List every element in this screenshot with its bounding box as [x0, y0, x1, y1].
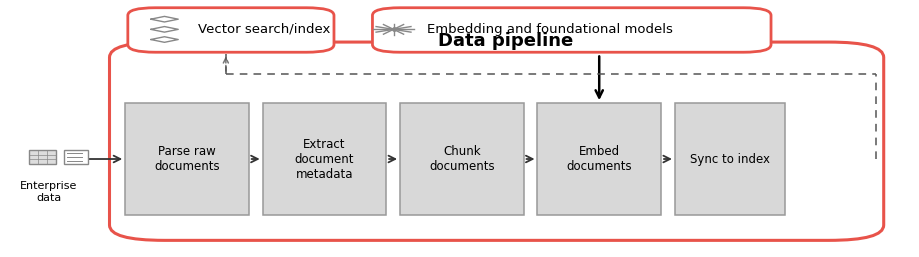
FancyBboxPatch shape	[372, 8, 771, 52]
Text: Sync to index: Sync to index	[690, 152, 770, 166]
Text: Enterprise
data: Enterprise data	[20, 181, 78, 203]
FancyBboxPatch shape	[125, 103, 249, 215]
Text: Chunk
documents: Chunk documents	[429, 145, 494, 173]
Text: Vector search/index: Vector search/index	[199, 23, 331, 36]
Text: Embed
documents: Embed documents	[566, 145, 632, 173]
Text: Embedding and foundational models: Embedding and foundational models	[427, 23, 674, 36]
FancyBboxPatch shape	[400, 103, 524, 215]
Text: Extract
document
metadata: Extract document metadata	[295, 137, 354, 180]
FancyBboxPatch shape	[63, 150, 88, 164]
Text: Parse raw
documents: Parse raw documents	[154, 145, 220, 173]
Text: Data pipeline: Data pipeline	[437, 32, 573, 50]
FancyBboxPatch shape	[128, 8, 334, 52]
FancyBboxPatch shape	[263, 103, 386, 215]
FancyBboxPatch shape	[675, 103, 785, 215]
FancyBboxPatch shape	[109, 42, 884, 240]
FancyBboxPatch shape	[28, 150, 56, 164]
FancyBboxPatch shape	[538, 103, 661, 215]
